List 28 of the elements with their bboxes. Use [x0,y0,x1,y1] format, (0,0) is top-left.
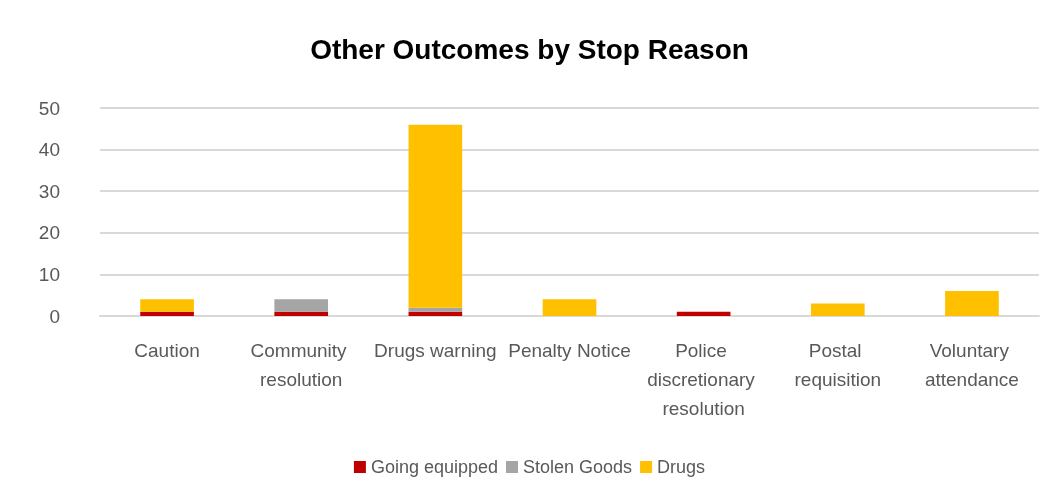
x-tick-label: Postal requisition [794,340,882,390]
x-tick-label: Voluntary attendance [924,340,1019,390]
y-tick-label: 20 [38,222,60,244]
x-tick-label: Caution [134,340,200,361]
legend-label: Drugs [657,457,706,477]
chart-title: Other Outcomes by Stop Reason [310,33,749,65]
bar [408,124,463,308]
bar [945,291,999,316]
x-tick-label: Police discretionary resolution [647,340,761,419]
bar [274,299,329,312]
x-tick-label: Penalty Notice [508,340,631,361]
bar [140,299,194,312]
bar [408,307,463,312]
bar [810,303,865,316]
x-tick-label: Drugs warning [374,340,497,361]
bar [140,311,194,316]
y-tick-label: 50 [38,97,60,119]
x-tick-label: Community resolution [250,340,352,390]
bar [408,311,463,316]
bar [542,299,597,316]
legend-label: Stolen Goods [523,457,633,477]
y-tick-label: 0 [49,305,60,327]
y-tick-label: 30 [38,180,60,202]
bar [676,311,731,316]
bar [274,311,329,316]
y-tick-label: 10 [38,263,60,285]
legend-label: Going equipped [370,457,499,477]
y-tick-label: 40 [38,139,60,161]
